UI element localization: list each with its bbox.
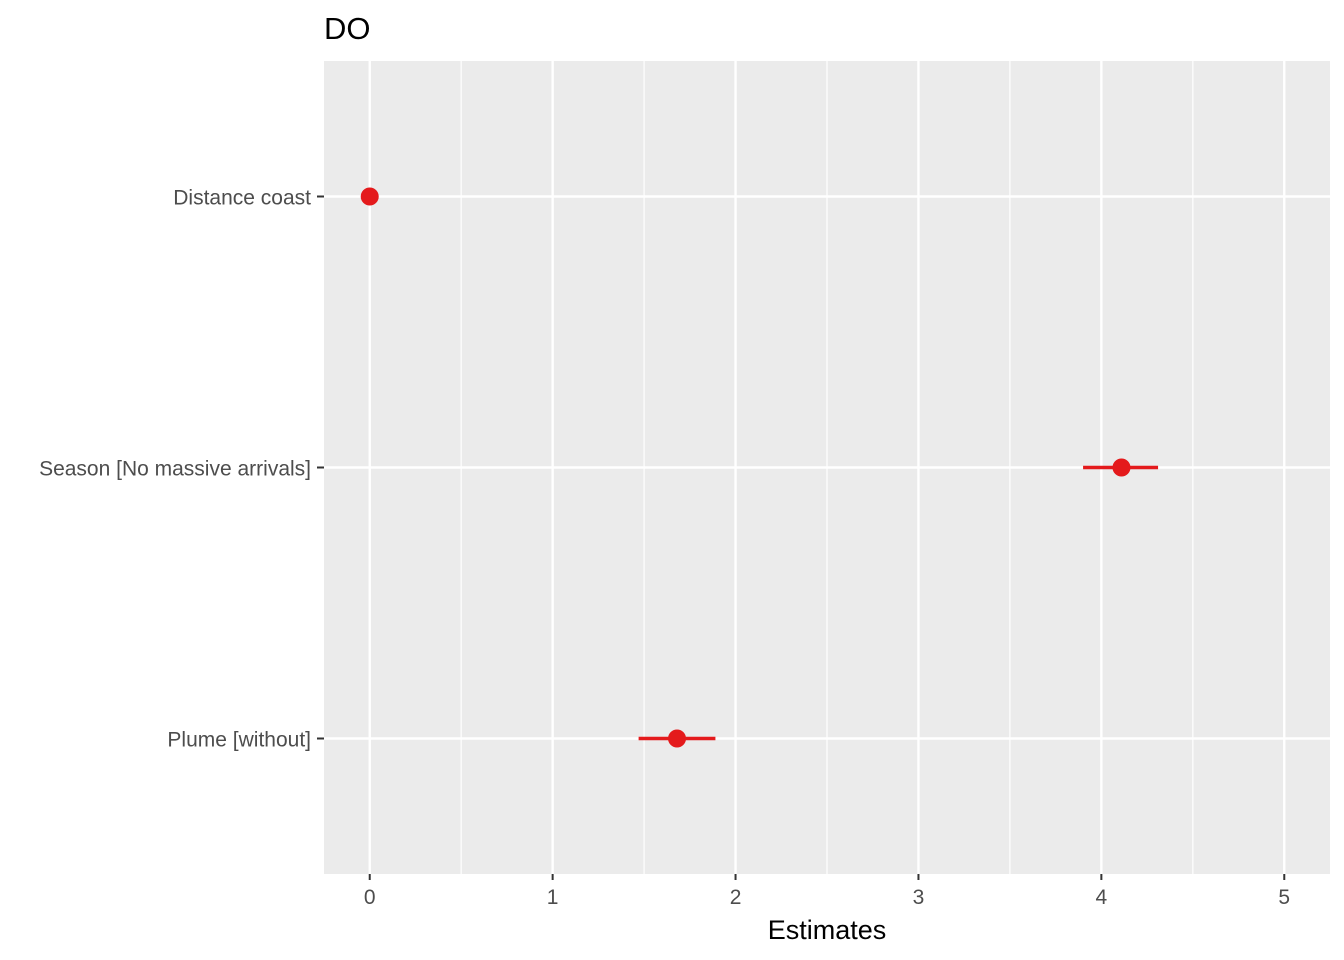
- x-tick-label: 0: [364, 886, 376, 909]
- x-tick-label: 1: [547, 886, 559, 909]
- y-tick-label: Season [No massive arrivals]: [39, 458, 311, 481]
- y-gridlines: [324, 195, 1330, 740]
- estimate-point: [1112, 458, 1131, 477]
- x-tick-label: 4: [1096, 886, 1108, 909]
- estimate-points: [360, 187, 1131, 748]
- chart-title: DO: [324, 11, 371, 46]
- x-tick-label: 2: [730, 886, 742, 909]
- x-tick-label: 5: [1278, 886, 1290, 909]
- estimate-point: [668, 729, 687, 748]
- x-axis: 0 1 2 3 4 5: [364, 874, 1290, 909]
- x-tick-label: 3: [913, 886, 925, 909]
- y-tick-label: Distance coast: [173, 187, 311, 210]
- x-axis-title: Estimates: [768, 915, 887, 945]
- y-axis: Distance coast Season [No massive arrival…: [39, 187, 324, 752]
- estimate-point: [360, 187, 379, 206]
- y-tick-label: Plume [without]: [167, 729, 311, 752]
